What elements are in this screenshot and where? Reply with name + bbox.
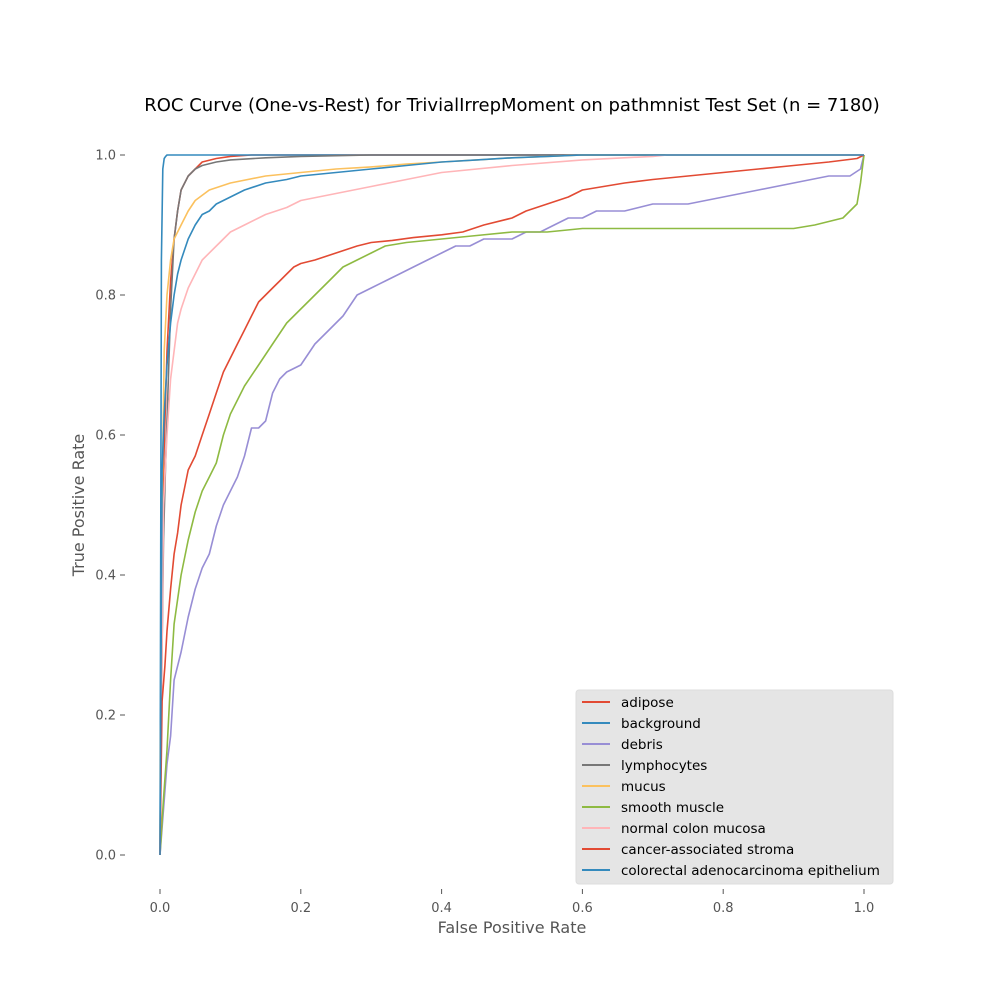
roc-line-smooth-muscle — [159, 154, 865, 856]
legend-label: colorectal adenocarcinoma epithelium — [621, 863, 880, 879]
x-tick-label: 0.0 — [150, 901, 171, 916]
legend-label: mucus — [621, 779, 666, 795]
y-axis-label: True Positive Rate — [69, 434, 88, 578]
y-tick-label: 0.4 — [95, 569, 116, 584]
y-tick-label: 0.2 — [95, 709, 116, 724]
x-axis-ticks: 0.0 0.2 0.4 0.6 0.8 1.0 — [150, 889, 875, 916]
x-tick-label: 0.4 — [431, 901, 452, 916]
roc-line-colorectal-adenocarcinoma-epithelium — [159, 154, 864, 856]
legend-label: smooth muscle — [621, 800, 724, 816]
x-tick-label: 0.6 — [572, 901, 593, 916]
roc-line-cancer-associated-stroma — [159, 154, 865, 856]
x-tick-label: 1.0 — [854, 901, 875, 916]
legend-label: cancer-associated stroma — [621, 842, 794, 858]
legend-box — [575, 689, 894, 885]
y-axis-ticks: 0.0 0.2 0.4 0.6 0.8 1.0 — [95, 149, 125, 864]
roc-line-normal-colon-mucosa — [159, 154, 864, 856]
y-tick-label: 0.0 — [95, 849, 116, 864]
y-tick-label: 1.0 — [95, 149, 116, 164]
legend-label: adipose — [621, 695, 674, 711]
legend-label: background — [621, 716, 701, 732]
plot-area — [159, 154, 865, 856]
roc-line-debris — [159, 154, 865, 856]
legend-label: normal colon mucosa — [621, 821, 766, 837]
x-axis-label: False Positive Rate — [438, 918, 587, 937]
legend: adipose background debris lymphocytes mucus s… — [575, 689, 894, 885]
chart-title: ROC Curve (One-vs-Rest) for TrivialIrrep… — [144, 95, 880, 116]
legend-label: debris — [621, 737, 663, 753]
y-tick-label: 0.8 — [95, 289, 116, 304]
x-tick-label: 0.8 — [713, 901, 734, 916]
x-tick-label: 0.2 — [290, 901, 311, 916]
legend-label: lymphocytes — [621, 758, 707, 774]
y-tick-label: 0.6 — [95, 429, 116, 444]
